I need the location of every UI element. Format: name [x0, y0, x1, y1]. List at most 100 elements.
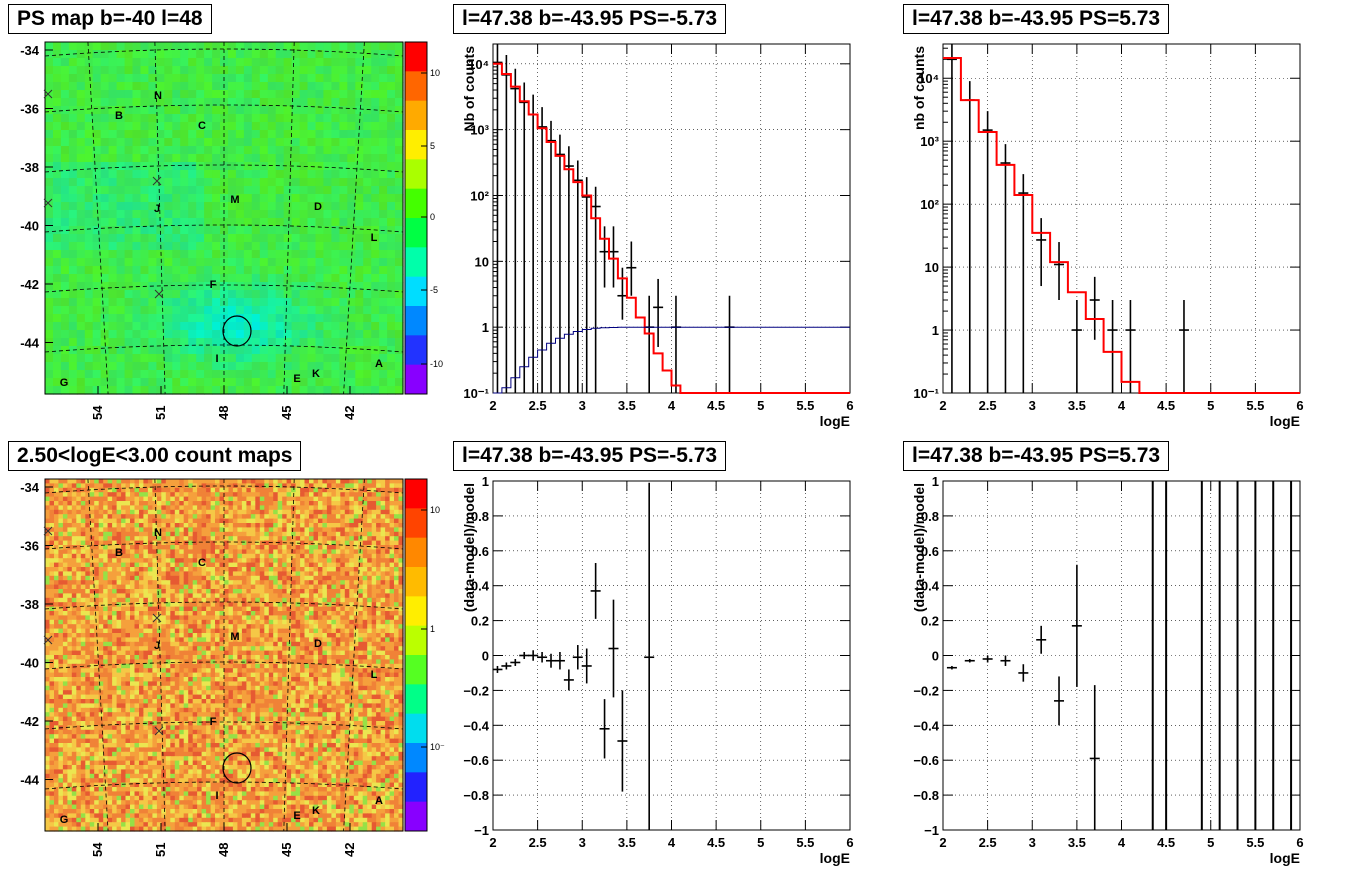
map-pixel — [220, 226, 229, 235]
map-pixel — [283, 194, 293, 203]
map-pixel — [371, 146, 380, 155]
colorbar-band — [405, 100, 427, 131]
map-pixel — [98, 549, 104, 555]
map-pixel — [394, 633, 400, 638]
map-pixel — [188, 386, 197, 395]
map-pixel — [172, 138, 181, 147]
map-pixel — [376, 536, 382, 542]
map-pixel — [76, 226, 86, 235]
map-pixel — [326, 562, 332, 568]
map-pixel — [387, 242, 396, 251]
map-pixel — [363, 282, 372, 291]
map-pixel — [124, 210, 134, 219]
map-pixel — [156, 346, 165, 355]
map-pixel — [174, 597, 180, 603]
map-pixel — [286, 492, 292, 498]
map-pixel — [201, 527, 207, 533]
map-pixel — [179, 492, 185, 498]
map-pixel — [322, 483, 328, 489]
map-pixel — [291, 58, 301, 67]
map-pixel — [344, 527, 350, 533]
map-pixel — [219, 584, 225, 590]
map-pixel — [268, 523, 274, 528]
map-pixel — [156, 98, 165, 107]
map-pixel — [299, 74, 309, 83]
map-pixel — [108, 170, 118, 179]
map-pixel — [389, 624, 395, 630]
map-pixel — [103, 637, 109, 643]
map-pixel — [363, 250, 372, 259]
map-pixel — [67, 531, 73, 537]
map-pixel — [215, 633, 221, 638]
map-pixel — [116, 518, 122, 524]
map-pixel — [243, 154, 253, 163]
map-pixel — [367, 562, 373, 568]
map-pixel — [156, 154, 165, 163]
map-pixel — [228, 130, 237, 139]
map-pixel — [246, 597, 252, 603]
map-pixel — [286, 549, 292, 555]
map-pixel — [215, 514, 221, 520]
map-pixel — [277, 540, 283, 546]
map-pixel — [188, 114, 197, 123]
map-pixel — [349, 575, 355, 581]
map-pixel — [60, 170, 70, 179]
map-pixel — [116, 274, 126, 283]
map-pixel — [49, 567, 55, 572]
map-pixel — [58, 619, 64, 625]
map-pixel — [164, 330, 173, 339]
map-pixel — [264, 527, 270, 533]
map-pixel — [196, 322, 205, 331]
map-pixel — [192, 509, 198, 515]
map-pixel — [124, 202, 134, 211]
map-pixel — [237, 589, 243, 594]
map-pixel — [243, 170, 253, 179]
map-pixel — [49, 545, 55, 550]
map-pixel — [398, 501, 404, 506]
map-pixel — [94, 575, 100, 581]
map-pixel — [339, 82, 348, 91]
map-pixel — [206, 593, 212, 599]
map-pixel — [232, 567, 238, 572]
map-pixel — [267, 226, 277, 235]
map-pixel — [313, 633, 319, 638]
map-pixel — [235, 250, 245, 259]
map-pixel — [340, 540, 346, 546]
map-pixel — [313, 567, 319, 572]
map-pixel — [172, 250, 181, 259]
map-pixel — [250, 501, 256, 506]
map-pixel — [125, 487, 131, 493]
map-pixel — [103, 597, 109, 603]
map-pixel — [134, 549, 140, 555]
map-pixel — [80, 545, 86, 550]
map-pixel — [164, 362, 173, 371]
map-pixel — [282, 589, 288, 594]
map-pixel — [380, 562, 386, 568]
map-pixel — [54, 531, 60, 537]
map-pixel — [147, 584, 153, 590]
map-pixel — [283, 154, 293, 163]
map-pixel — [134, 606, 140, 612]
map-pixel — [304, 518, 310, 524]
map-pixel — [267, 378, 277, 387]
map-pixel — [243, 146, 253, 155]
map-pixel — [340, 536, 346, 542]
map-pixel — [112, 540, 118, 546]
map-pixel — [339, 322, 348, 331]
map-pixel — [395, 298, 404, 307]
map-pixel — [318, 487, 324, 493]
map-pixel — [212, 218, 221, 227]
map-pixel — [180, 202, 189, 211]
map-pixel — [197, 611, 203, 616]
map-pixel — [210, 619, 216, 625]
map-pixel — [241, 536, 247, 542]
map-pixel — [210, 509, 216, 515]
map-pixel — [164, 226, 173, 235]
map-pixel — [250, 492, 256, 498]
map-pixel — [299, 306, 309, 315]
map-pixel — [228, 162, 237, 171]
map-pixel — [275, 314, 285, 323]
map-pixel — [197, 487, 203, 493]
map-pixel — [228, 154, 237, 163]
map-pixel — [307, 114, 317, 123]
